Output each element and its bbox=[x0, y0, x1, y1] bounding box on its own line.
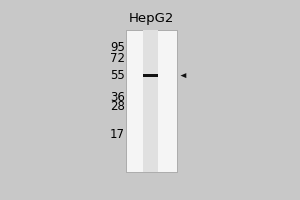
Text: 72: 72 bbox=[110, 52, 125, 65]
Bar bbox=[126, 30, 177, 172]
Text: 28: 28 bbox=[110, 100, 125, 113]
Polygon shape bbox=[181, 73, 186, 78]
Text: 95: 95 bbox=[110, 41, 125, 54]
Text: 55: 55 bbox=[110, 69, 125, 82]
Bar bbox=[143, 74, 158, 77]
Text: 36: 36 bbox=[110, 91, 125, 104]
Text: HepG2: HepG2 bbox=[128, 12, 174, 25]
Bar bbox=[143, 30, 158, 172]
Text: 17: 17 bbox=[110, 128, 125, 141]
